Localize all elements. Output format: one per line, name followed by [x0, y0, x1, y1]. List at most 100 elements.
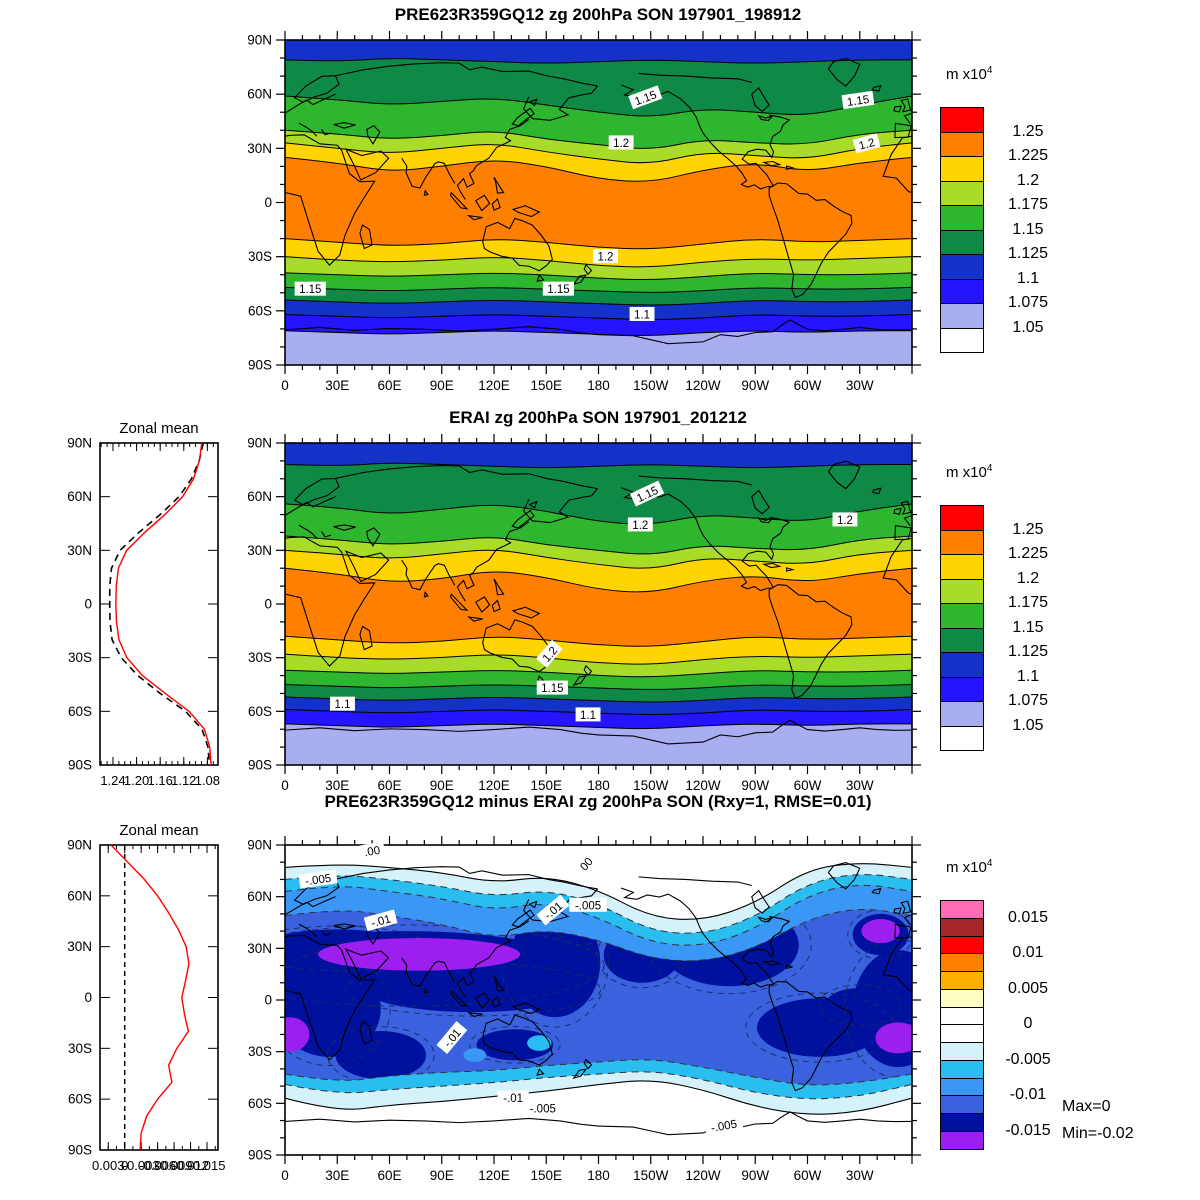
- colorbar-label: -0.005: [1005, 1050, 1051, 1068]
- x-tick-label: -0.006: [139, 1158, 176, 1173]
- x-tick-label: 1.20: [124, 773, 149, 788]
- contour-label: -.005: [524, 1101, 562, 1116]
- lat-tick-label: 60N: [247, 489, 272, 504]
- svg-text:1.15: 1.15: [547, 284, 569, 296]
- contour-label: 1.15: [536, 680, 568, 695]
- lon-tick-label: 60W: [794, 778, 822, 793]
- contour-label: 1.1: [629, 306, 655, 321]
- colorbar-label: -0.015: [1005, 1121, 1051, 1139]
- colorbar-label: 1.175: [1007, 196, 1049, 213]
- colorbar-box: [940, 652, 984, 678]
- lat-tick-label: 30S: [248, 1044, 272, 1059]
- lat-tick-label: 90S: [68, 1143, 92, 1158]
- lon-tick-label: 150W: [633, 378, 669, 393]
- colorbar-box: [940, 180, 984, 206]
- axis-ticks: [276, 31, 921, 374]
- colorbar-label: 1.075: [1007, 294, 1049, 311]
- axis-ticks: [276, 434, 921, 774]
- colorbar-label: 1.05: [1012, 716, 1044, 734]
- diff-zonal-curve: [110, 844, 190, 1151]
- lon-tick-label: 120W: [685, 778, 721, 793]
- colorbar-box: [940, 205, 984, 231]
- colorbar-box: [940, 627, 984, 653]
- colorbar-label: 1.05: [1012, 318, 1044, 336]
- lat-tick-label: 30S: [68, 1041, 92, 1056]
- colorbar-box: [940, 900, 984, 919]
- lat-tick-label: 90S: [68, 758, 92, 773]
- panel1-map: 0 30E 60E 90E 120E 150E 180 150W 120W 90W 60W 30W 90…: [247, 31, 921, 393]
- diff-min: Min=-0.02: [1062, 1125, 1134, 1142]
- colorbar-box: [940, 254, 984, 280]
- lon-tick-label: 120E: [478, 1168, 510, 1183]
- lon-tick-label: 30E: [325, 778, 349, 793]
- model-zonal-curve: [115, 442, 212, 766]
- lon-tick-label: 90E: [430, 378, 454, 393]
- panel2-zonal-mean-plot: 90N 60N 30N 0 30S 60S 90S 1.241.201.161.121.08: [67, 436, 220, 789]
- panel1-title: PRE623R359GQ12 zg 200hPa SON 197901_1989…: [394, 5, 802, 24]
- colorbar-label: 1.1: [1016, 667, 1040, 685]
- lon-tick-label: 120E: [478, 378, 510, 393]
- contour-label: 1.15: [542, 281, 575, 296]
- lon-tick-label: 120E: [478, 778, 510, 793]
- lon-tick-label: 60W: [794, 1168, 822, 1183]
- lat-tick-label: 60N: [67, 888, 92, 903]
- lon-tick-label: 90E: [430, 1168, 454, 1183]
- contour-label: 1.1: [575, 707, 601, 722]
- lat-tick-label: 90N: [247, 838, 272, 853]
- colorbar-box: [940, 725, 984, 751]
- colorbar-box: [940, 131, 984, 157]
- contour-label: 1.15: [294, 281, 326, 296]
- lat-tick-label: 30S: [248, 650, 272, 665]
- lon-tick-label: 60E: [377, 778, 401, 793]
- lat-tick-label: 90S: [248, 1148, 272, 1163]
- panel1-colorbar-units: m x104: [946, 65, 993, 83]
- colorbar-label: 1.075: [1007, 692, 1049, 709]
- colorbar-label: 1.2: [1016, 171, 1040, 189]
- lon-tick-label: 180: [587, 778, 610, 793]
- lon-tick-label: 60E: [377, 1168, 401, 1183]
- svg-text:1.2: 1.2: [597, 252, 613, 264]
- colorbar-label: -0.01: [1009, 1086, 1047, 1104]
- contour-label: -.005: [298, 869, 338, 889]
- svg-text:-.005: -.005: [575, 900, 601, 912]
- svg-text:-.005: -.005: [304, 873, 332, 889]
- contour-label: -.01: [363, 909, 398, 932]
- lon-tick-label: 30E: [325, 378, 349, 393]
- colorbar-box: [940, 676, 984, 702]
- lon-tick-label: 60E: [377, 378, 401, 393]
- lat-tick-label: 60S: [248, 303, 272, 318]
- axis-ticks: [100, 442, 218, 766]
- panel3-zonal-mean-title: Zonal mean: [119, 822, 199, 839]
- contour-label: -.005: [704, 1115, 744, 1136]
- colorbar-box: [940, 1059, 984, 1079]
- panel2-title: ERAI zg 200hPa SON 197901_201212: [449, 408, 747, 427]
- lat-tick-label: 30S: [248, 249, 272, 264]
- coastlines: [230, 863, 926, 1135]
- contour-label: -.01: [497, 1090, 529, 1105]
- lon-tick-label: 180: [587, 378, 610, 393]
- colorbar-box: [940, 701, 984, 727]
- lon-tick-label: 150E: [530, 1168, 562, 1183]
- x-tick-label: -0.009: [156, 1158, 193, 1173]
- lon-tick-label: 0: [281, 778, 289, 793]
- svg-text:1.15: 1.15: [299, 284, 321, 296]
- panel2-map: 0 30E 60E 90E 120E 150E 180 150W 120W 90W 60W 30W 90…: [247, 434, 921, 793]
- lon-tick-label: 90W: [741, 378, 769, 393]
- contour-label: 1.2: [852, 133, 881, 154]
- colorbar-box: [940, 1042, 984, 1061]
- colorbar-box: [940, 971, 984, 990]
- lon-tick-label: 30W: [846, 778, 874, 793]
- colorbar-label: 1.1: [1016, 269, 1040, 287]
- lat-tick-label: 90N: [247, 436, 272, 451]
- colorbar-box: [940, 505, 984, 531]
- lon-tick-label: 150W: [633, 778, 669, 793]
- colorbar-box: [940, 229, 984, 255]
- lat-tick-label: 0: [264, 993, 272, 1008]
- colorbar-label: 1.125: [1007, 245, 1049, 262]
- contour-label: 1.2: [627, 517, 653, 532]
- contour-label: 1.2: [832, 512, 858, 527]
- colorbar-box: [940, 917, 984, 937]
- lat-tick-label: 60N: [67, 489, 92, 504]
- lat-tick-label: 90S: [248, 358, 272, 373]
